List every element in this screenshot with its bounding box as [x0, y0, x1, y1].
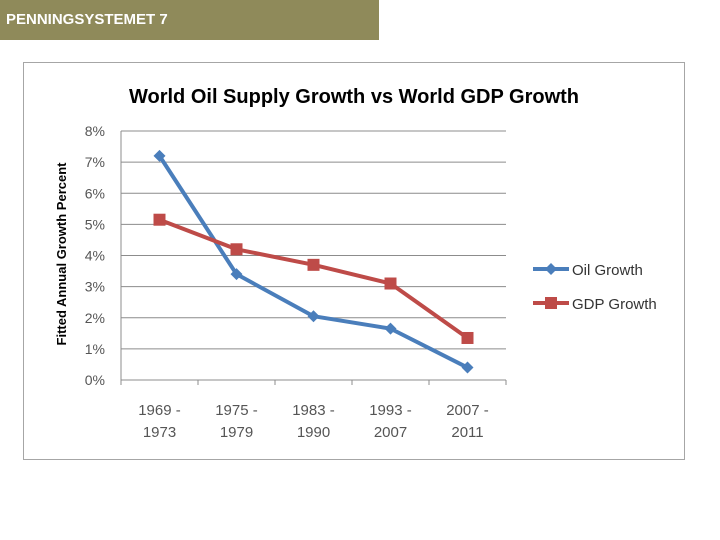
banner-title: PENNINGSYSTEMET 7: [6, 11, 168, 28]
legend: Oil Growth GDP Growth: [533, 262, 657, 313]
y-tick-labels: 0% 1% 2% 3% 4% 5% 6% 7% 8%: [85, 123, 105, 388]
y-tick-label: 0%: [85, 372, 105, 388]
y-tick-label: 7%: [85, 154, 105, 170]
axes: [120, 131, 507, 385]
data-point: [153, 149, 166, 162]
x-tick-label: 1975 -1979: [215, 402, 258, 441]
y-tick-label: 4%: [85, 248, 105, 264]
legend-marker: [545, 263, 557, 275]
series-group: [153, 149, 474, 374]
chart-title: World Oil Supply Growth vs World GDP Gro…: [129, 86, 579, 108]
data-point: [153, 213, 166, 226]
y-tick-label: 8%: [85, 123, 105, 139]
y-tick-label: 6%: [85, 185, 105, 201]
data-point: [461, 331, 474, 344]
data-point: [384, 322, 397, 335]
x-tick-label: 2007 -2011: [446, 402, 489, 441]
x-tick-label: 1993 -2007: [369, 402, 412, 441]
legend-label: GDP Growth: [572, 296, 657, 313]
y-tick-label: 5%: [85, 216, 105, 232]
x-tick-label: 1983 -1990: [292, 402, 335, 441]
legend-label: Oil Growth: [572, 262, 643, 279]
chart-frame: [23, 62, 685, 460]
y-axis-title: Fitted Annual Growth Percent: [54, 162, 69, 346]
data-point: [384, 277, 397, 290]
x-tick-label: 1969 -1973: [138, 402, 181, 441]
y-tick-label: 3%: [85, 279, 105, 295]
data-point: [307, 258, 320, 271]
y-tick-label: 2%: [85, 310, 105, 326]
data-point: [307, 310, 320, 323]
data-point: [230, 243, 243, 256]
data-point: [230, 268, 243, 281]
y-tick-label: 1%: [85, 341, 105, 357]
gridlines: [121, 130, 506, 350]
data-point: [461, 361, 474, 374]
legend-marker: [545, 297, 557, 309]
slide-banner: PENNINGSYSTEMET 7: [0, 0, 379, 40]
x-tick-labels: 1969 -1973 1975 -1979 1983 -1990 1993 -2007…: [138, 402, 489, 441]
